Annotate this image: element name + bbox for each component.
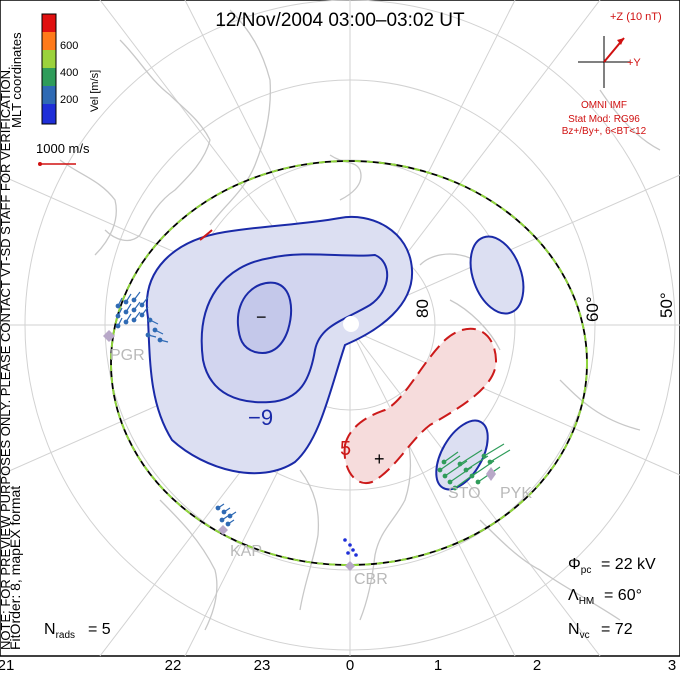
pos-contour-label: 5 [340,438,351,460]
coast-6 [359,409,412,621]
station-kap-marker [218,525,228,535]
mlt-tick-22: 22 [165,657,182,674]
pos-contour-fragment [199,229,213,241]
colorbar-swatch-5 [42,86,56,104]
positive-cell [199,229,498,485]
coast-8 [479,519,621,621]
vector-scale-label: 1000 m/s [36,141,90,156]
imf-z-label: +Z (10 nT) [610,11,662,23]
station-label-pyk: PYK [500,485,532,502]
velocity-vectors [115,291,511,557]
neg-contour-small [469,235,525,315]
lat-label-60: 60° [583,296,602,322]
imf-bin: Bz+/By+, 6<BT<12 [562,126,647,137]
colorbar-label: Vel [m/s] [89,70,101,112]
vectors-pgr [115,291,169,343]
colorbar-tick-400: 400 [60,67,78,79]
coast-7 [299,469,320,611]
mlt-tick-23: 23 [254,657,271,674]
preview-note: NOTE: FOR PREVIEW PURPOSES ONLY. PLEASE … [0,66,13,650]
imf-vector-head [617,38,624,45]
nvc-value: = 72 [601,621,633,638]
coast-2 [209,9,271,226]
fit-order-note: FitOrder: 8, mapEX format [7,486,23,650]
pos-contour-outer [343,327,498,485]
nvc-symbol: Nvc [568,621,590,641]
coordinates-label: MLT coordinates [9,32,24,128]
station-pyk-marker [486,467,496,481]
station-pgr-marker [103,330,115,342]
mlt-tick-0: 0 [346,657,354,674]
station-label-kap: KAP [230,543,262,560]
potential-max-marker: + [374,449,385,469]
station-cbr-marker [345,561,355,571]
mlt-tick-2: 2 [533,657,541,674]
nrads-symbol: Nrads [44,621,75,641]
phi-pc-symbol: Φpc [568,556,591,576]
hm-boundary-green [110,160,588,566]
map-title: 12/Nov/2004 03:00–03:02 UT [215,10,465,31]
lambda-hm-value: = 60° [604,587,642,604]
imf-y-label: +Y [627,57,641,69]
mlt-axis: 21 22 23 0 1 2 3 [0,657,676,674]
potential-min-marker: − [256,307,267,327]
lat-label-50: 50° [657,292,676,318]
vectors-sto [437,443,511,491]
vector-scale-dot [38,162,42,166]
mlt-tick-1: 1 [434,657,442,674]
coast-12 [159,499,218,631]
lat-label-80: 80 [413,299,432,318]
coastlines [59,9,661,631]
coast-11 [559,379,641,431]
colorbar-tick-200: 200 [60,94,78,106]
colorbar-tick-600: 600 [60,40,78,52]
station-label-pgr: PGR [110,347,145,364]
lambda-hm-symbol: ΛHM [568,587,594,607]
station-labels: PGR KAP CBR STO PYK [110,347,532,588]
vectors-cbr [343,538,358,557]
imf-model: Stat Mod: RG96 [568,114,640,125]
negative-cell [145,215,525,491]
station-label-sto: STO [448,485,481,502]
velocity-colorbar: 600 400 200 Vel [m/s] [41,13,101,125]
nrads-value: = 5 [88,621,111,638]
station-markers [103,330,496,571]
coast-10 [599,89,661,151]
colorbar-swatch-3 [42,50,56,68]
phi-pc-value: = 22 kV [601,556,656,573]
neg-contour-mid [200,253,389,404]
mlt-tick-3: 3 [668,657,676,674]
vectors-kap [215,503,237,527]
neg-contour-pocket [435,419,489,491]
imf-source: OMNI IMF [581,100,627,111]
imf-clock: +Z (10 nT) +Y OMNI IMF Stat Mod: RG96 Bz… [562,11,662,137]
coast-5 [419,253,471,266]
colorbar-swatch-1 [42,14,56,32]
mlt-tick-21: 21 [0,657,14,674]
pole-gap [343,316,359,332]
colorbar-swatch-2 [42,32,56,50]
neg-contour-label: −9 [248,405,273,430]
map-statistics: Φpc = 22 kV ΛHM = 60° Nvc = 72 Nrads = 5 [44,556,656,641]
colorbar-swatch-4 [42,68,56,86]
coast-9 [449,299,501,351]
station-label-cbr: CBR [354,571,388,588]
colorbar-swatch-6 [42,104,56,124]
coast-1 [104,39,211,242]
coast-3 [59,159,117,256]
neg-contour-inner [236,281,293,354]
